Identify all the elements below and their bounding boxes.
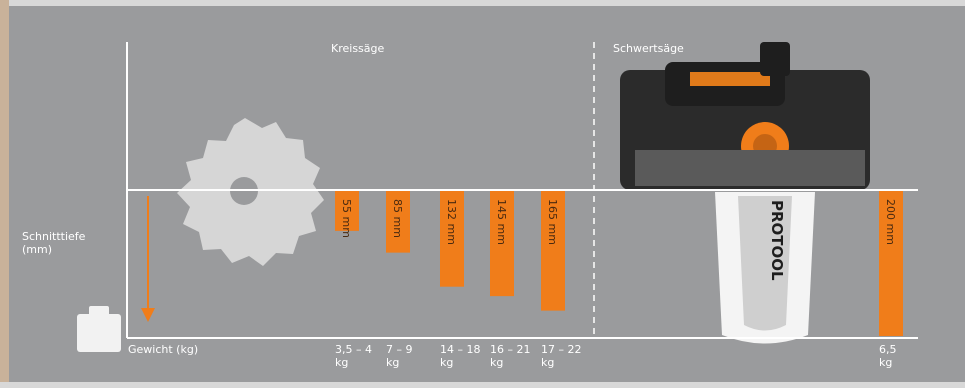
weight-tick-label: 17 – 22 kg: [541, 343, 582, 369]
group-label-sword-saw: Schwertsäge: [613, 42, 684, 55]
bar-value-label: 132 mm: [445, 199, 458, 245]
bars-layer: 55 mm 85 mm 132 mm 145 mm 165 mm 200 mm: [335, 191, 903, 336]
bar-132mm: [440, 191, 464, 287]
y-axis-label: Schnitttiefe (mm): [22, 230, 86, 256]
bar-value-label: 200 mm: [884, 199, 897, 245]
weight-tick-label: 14 – 18 kg: [440, 343, 481, 369]
bar-85mm: [386, 191, 410, 253]
weight-tick-label: 16 – 21 kg: [490, 343, 531, 369]
group-label-circular-saw: Kreissäge: [331, 42, 385, 55]
weight-tick-label: 7 – 9 kg: [386, 343, 413, 369]
circular-saw-blade-icon: [177, 118, 324, 266]
bar-165mm: [541, 191, 565, 311]
left-border: [0, 0, 9, 388]
bar-value-label: 85 mm: [391, 199, 404, 238]
chainsaw-product-illustration: PROTOOL: [620, 42, 870, 344]
bar-55mm: [335, 191, 359, 231]
weight-tick-label: 3,5 – 4 kg: [335, 343, 372, 369]
top-border: [0, 0, 965, 6]
bar-value-label: 165 mm: [546, 199, 559, 245]
bar-200mm: [879, 191, 903, 336]
weight-tick-label: 6,5 kg: [879, 343, 897, 369]
brand-name: PROTOOL: [768, 200, 786, 281]
bar-value-label: 145 mm: [495, 199, 508, 245]
weight-icon: [77, 306, 121, 352]
x-axis-label: Gewicht (kg): [128, 343, 199, 356]
bottom-border: [0, 382, 965, 388]
bar-145mm: [490, 191, 514, 297]
bar-value-label: 55 mm: [340, 199, 353, 238]
depth-arrow-icon: [141, 196, 155, 322]
